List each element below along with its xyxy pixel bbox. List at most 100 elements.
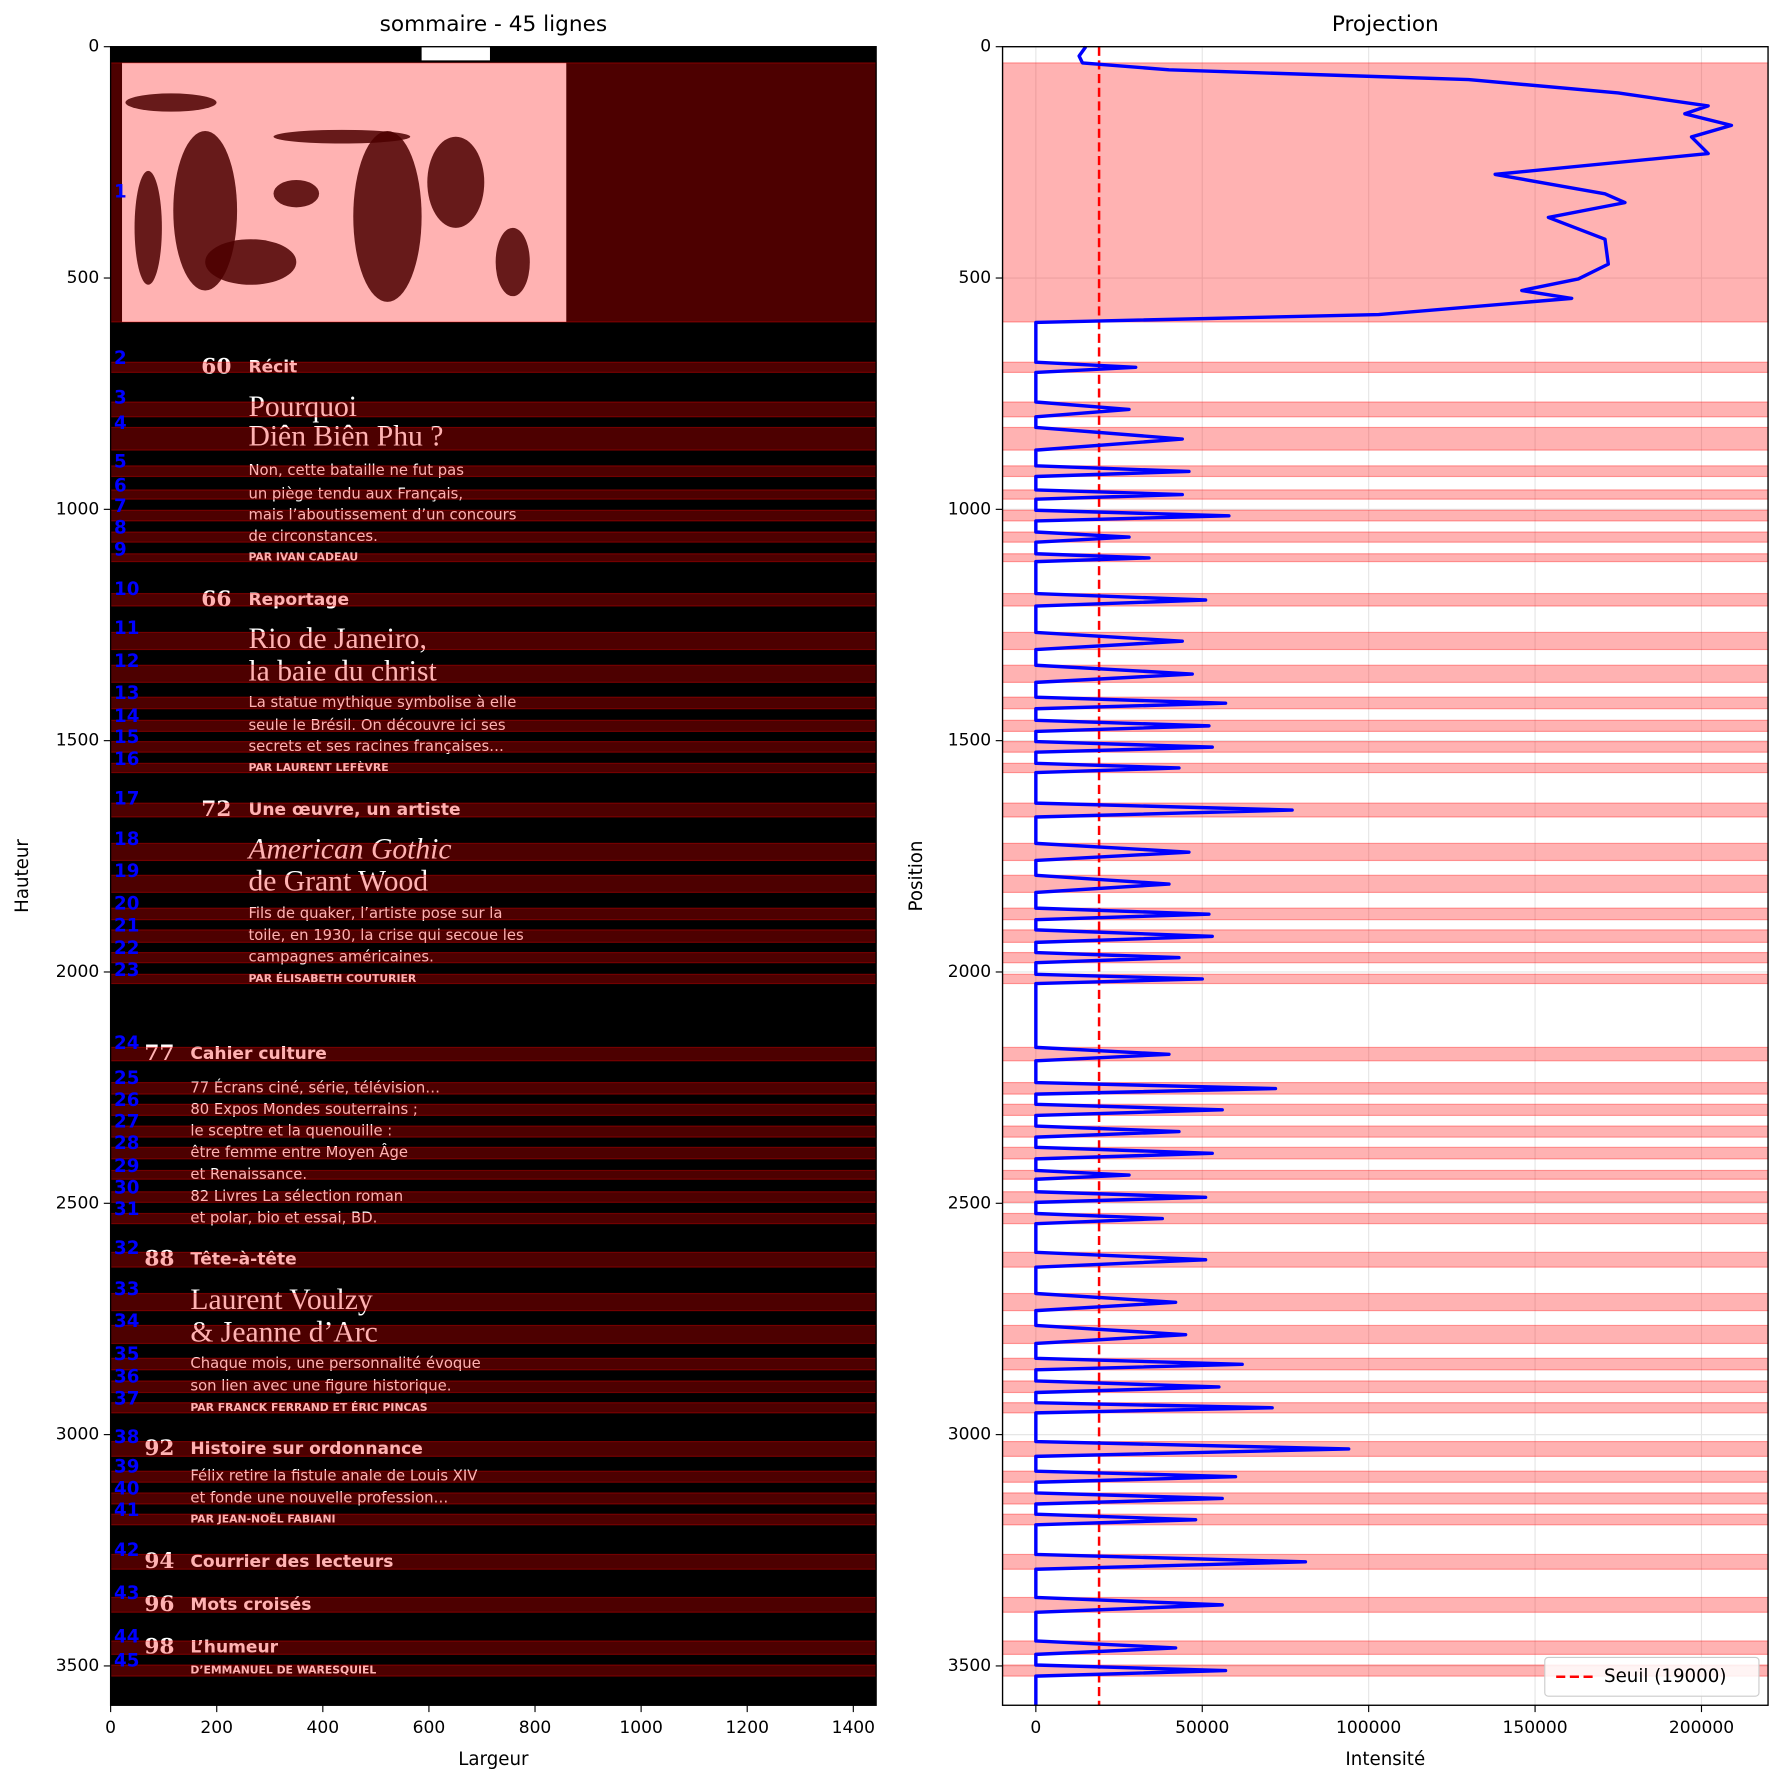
band-label: 20 <box>114 894 139 915</box>
page-number: 94 <box>144 1549 174 1574</box>
line-band <box>110 1440 877 1457</box>
band-label: 37 <box>114 1388 139 1409</box>
y-tick-label: 2500 <box>56 1193 99 1213</box>
line-band <box>110 907 877 921</box>
section-heading: Une œuvre, un artiste <box>248 800 460 820</box>
x-tick-label: 600 <box>413 1718 446 1738</box>
line-band <box>1001 62 1769 323</box>
y-tick-label: 1000 <box>56 499 99 519</box>
x-tick-label: 200 <box>200 1718 233 1738</box>
band-label: 29 <box>114 1156 139 1177</box>
picture-shadow <box>125 93 217 112</box>
band-label: 34 <box>114 1311 139 1332</box>
body-line: mais l’aboutissement d’un concours <box>248 507 516 524</box>
page-number: 60 <box>201 354 231 379</box>
band-label: 24 <box>114 1033 139 1054</box>
body-line: secrets et ses racines françaises… <box>248 738 504 755</box>
picture-shadow <box>495 227 530 297</box>
band-label: 26 <box>114 1090 139 1111</box>
line-band <box>110 1470 877 1483</box>
section-heading: Courrier des lecteurs <box>190 1552 393 1572</box>
picture-shadow <box>205 239 297 285</box>
x-axis-label: Intensité <box>1345 1749 1425 1770</box>
picture-shadow <box>353 130 422 302</box>
body-line: être femme entre Moyen Âge <box>190 1143 408 1161</box>
line-band <box>110 1513 877 1526</box>
article-title: la baie du christ <box>248 656 437 688</box>
article-title: Rio de Janeiro, <box>248 623 426 655</box>
line-band <box>110 719 877 732</box>
band-label: 27 <box>114 1112 139 1133</box>
line-band <box>110 531 877 543</box>
body-line: le sceptre et la quenouille : <box>190 1123 392 1140</box>
body-line: La statue mythique symbolise à elle <box>248 694 516 711</box>
line-band <box>110 741 877 753</box>
page-number: 66 <box>201 587 231 612</box>
line-band <box>1001 874 1769 893</box>
line-band <box>110 1103 877 1116</box>
legend-label: Seuil (19000) <box>1604 1666 1726 1687</box>
body-line: Fils de quaker, l’artiste pose sur la <box>248 905 502 922</box>
band-label: 40 <box>114 1478 139 1499</box>
line-band <box>110 361 877 373</box>
picture-shadow <box>273 179 320 208</box>
article-title: American Gothic <box>246 834 451 866</box>
body-line: toile, en 1930, la crise qui secoue les <box>248 927 523 944</box>
line-band <box>110 1380 877 1394</box>
y-tick-label: 1000 <box>948 499 991 519</box>
x-tick-label: 100000 <box>1336 1718 1401 1738</box>
line-band <box>110 1169 877 1180</box>
picture-shadow <box>134 170 162 285</box>
axes-frame <box>1001 46 1769 1706</box>
y-tick-label: 500 <box>67 268 100 288</box>
line-band <box>110 1324 877 1345</box>
body-line: Félix retire la fistule anale de Louis X… <box>190 1468 477 1485</box>
band-label: 9 <box>114 539 127 560</box>
line-band <box>1001 664 1769 683</box>
band-label: 28 <box>114 1133 139 1154</box>
y-tick-label: 2000 <box>56 962 99 982</box>
line-band <box>110 1081 877 1095</box>
profile-line <box>1034 45 1734 1706</box>
x-tick-label: 200000 <box>1669 1718 1734 1738</box>
line-band <box>110 592 877 607</box>
band-label: 8 <box>114 518 127 539</box>
band-label: 43 <box>114 1583 139 1604</box>
body-line: 77 Écrans ciné, série, télévision… <box>190 1078 440 1096</box>
image-background <box>110 46 877 1706</box>
line-band <box>110 1191 877 1203</box>
line-band <box>110 1402 877 1414</box>
line-band <box>110 631 877 651</box>
band-label: 45 <box>114 1651 139 1672</box>
line-band <box>110 951 877 964</box>
band-label: 21 <box>114 915 139 936</box>
body-line: 80 Expos Mondes souterrains ; <box>190 1101 418 1118</box>
y-tick-label: 3500 <box>948 1656 991 1676</box>
line-band <box>110 1664 877 1677</box>
x-tick-label: 1200 <box>725 1718 768 1738</box>
line-band <box>110 489 877 500</box>
y-tick-label: 1500 <box>56 731 99 751</box>
body-line: Non, cette bataille ne fut pas <box>248 462 463 479</box>
y-tick-label: 500 <box>959 268 992 288</box>
band-label: 4 <box>114 413 127 434</box>
line-band <box>1001 842 1769 862</box>
article-title: de Grant Wood <box>248 866 428 898</box>
band-label: 13 <box>114 683 139 704</box>
band-label: 35 <box>114 1344 139 1365</box>
body-line: son lien avec une figure historique. <box>190 1378 451 1395</box>
article-title: Pourquoi <box>248 391 357 423</box>
line-band <box>110 973 877 985</box>
line-band <box>110 1553 877 1570</box>
section-heading: Histoire sur ordonnance <box>190 1439 423 1459</box>
line-band <box>110 401 877 418</box>
line-band <box>1001 1292 1769 1312</box>
line-band <box>110 1357 877 1371</box>
x-tick-label: 0 <box>1030 1718 1041 1738</box>
page-number: 98 <box>144 1635 174 1660</box>
article-title: Laurent Voulzy <box>190 1284 372 1316</box>
x-tick-label: 800 <box>519 1718 552 1738</box>
band-label: 23 <box>114 960 139 981</box>
line-band <box>110 874 877 893</box>
